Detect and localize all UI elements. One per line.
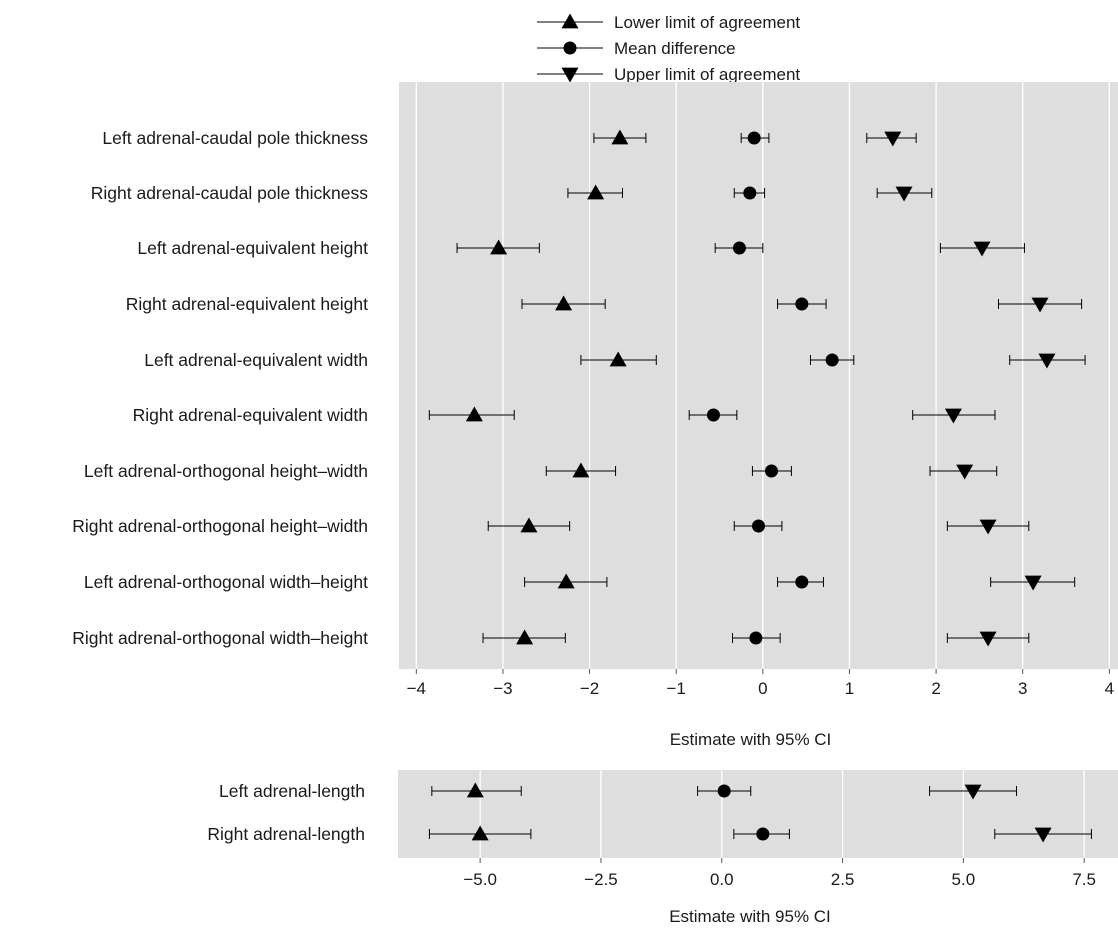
point-circle [706, 408, 720, 422]
point-circle [747, 131, 761, 145]
legend-label: Lower limit of agreement [614, 13, 800, 32]
point-triangle-up [611, 129, 629, 145]
category-label: Left adrenal-orthogonal height–width [84, 461, 368, 481]
x-tick-label: −5.0 [463, 870, 497, 889]
point-circle [764, 464, 778, 478]
top-forest-panel: −4 −3 −2 −1 0 1 2 3 4 Estimate with 95% CI Left ad… [72, 82, 1118, 749]
category-label: Left adrenal-orthogonal width–height [84, 572, 368, 592]
x-tick-label: −2 [580, 679, 599, 698]
category-label: Left adrenal-equivalent width [144, 350, 368, 370]
category-label: Right adrenal-length [207, 824, 365, 844]
plot-panel-background [398, 770, 1118, 858]
x-tick-label: −2.5 [584, 870, 618, 889]
point-triangle-down [1024, 575, 1042, 591]
point-triangle-down [973, 241, 991, 257]
point-triangle-down [884, 131, 902, 147]
category-label: Right adrenal-equivalent width [133, 405, 368, 425]
legend-marker-triangle-up [561, 13, 579, 29]
point-triangle-up [466, 782, 484, 798]
x-axis-label: Estimate with 95% CI [670, 730, 832, 749]
point-triangle-down [1034, 827, 1052, 843]
point-triangle-down [944, 408, 962, 424]
point-circle [795, 575, 809, 589]
bottom-forest-panel: −5.0 −2.5 0.0 2.5 5.0 7.5 Estimate with 95% CI… [207, 770, 1118, 926]
point-circle [752, 519, 765, 533]
point-triangle-up [465, 406, 483, 422]
category-label: Right adrenal-caudal pole thickness [91, 183, 368, 203]
point-circle [717, 784, 731, 798]
point-triangle-up [572, 462, 590, 478]
point-triangle-down [979, 631, 997, 647]
point-circle [825, 353, 839, 367]
point-triangle-down [1038, 353, 1056, 369]
legend-label: Mean difference [614, 39, 736, 58]
category-label: Right adrenal-orthogonal height–width [72, 516, 368, 536]
point-triangle-up [490, 239, 508, 255]
x-tick-label: 5.0 [952, 870, 976, 889]
point-triangle-up [471, 825, 489, 841]
x-tick-label: −3 [493, 679, 512, 698]
x-tick-label: 7.5 [1072, 870, 1096, 889]
x-axis-label: Estimate with 95% CI [669, 907, 831, 926]
point-circle [756, 827, 770, 841]
category-label: Right adrenal-orthogonal width–height [72, 628, 368, 648]
point-triangle-up [516, 629, 534, 645]
x-tick-label: −1 [667, 679, 686, 698]
legend-label: Upper limit of agreement [614, 65, 800, 84]
point-triangle-down [956, 464, 974, 480]
point-circle [795, 297, 809, 311]
category-label: Left adrenal-equivalent height [137, 238, 368, 258]
category-label: Left adrenal-caudal pole thickness [102, 128, 368, 148]
point-triangle-up [555, 295, 573, 311]
point-triangle-down [895, 186, 913, 202]
x-tick-label: 1 [845, 679, 854, 698]
legend-marker-circle [563, 41, 577, 55]
x-tick-label: −4 [407, 679, 426, 698]
point-triangle-up [520, 517, 538, 533]
point-triangle-up [587, 184, 605, 200]
x-tick-label: 2.5 [831, 870, 855, 889]
point-circle [749, 631, 763, 645]
category-label: Right adrenal-equivalent height [126, 294, 368, 314]
point-triangle-up [557, 573, 575, 589]
point-circle [743, 186, 757, 200]
point-triangle-up [609, 351, 627, 367]
x-tick-label: 3 [1018, 679, 1027, 698]
category-label: Left adrenal-length [219, 781, 365, 801]
x-tick-label: 2 [931, 679, 940, 698]
x-tick-label: 4 [1105, 679, 1114, 698]
plot-panel-background [399, 82, 1118, 669]
x-tick-label: 0 [758, 679, 767, 698]
point-triangle-down [1031, 297, 1049, 313]
point-triangle-down [964, 784, 982, 800]
point-triangle-down [979, 519, 997, 535]
legend-marker-triangle-down [561, 67, 579, 83]
legend: Lower limit of agreement Mean difference U… [537, 13, 800, 84]
x-tick-label: 0.0 [710, 870, 734, 889]
point-circle [732, 241, 746, 255]
